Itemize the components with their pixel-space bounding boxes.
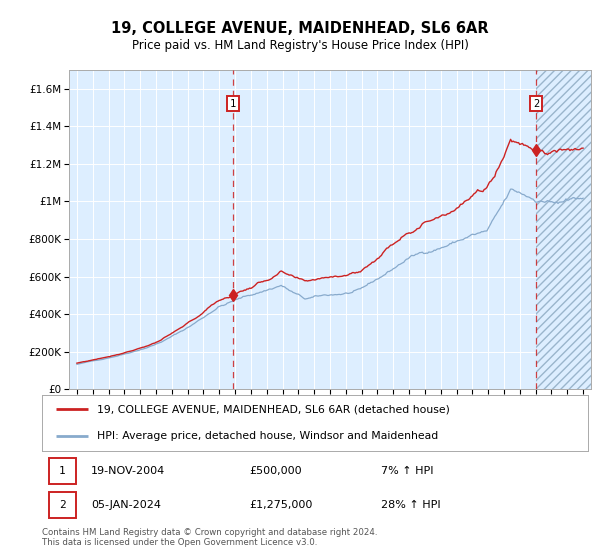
FancyBboxPatch shape: [49, 459, 76, 484]
Text: £1,275,000: £1,275,000: [250, 500, 313, 510]
Text: £500,000: £500,000: [250, 466, 302, 476]
Text: 1: 1: [230, 99, 236, 109]
Text: 28% ↑ HPI: 28% ↑ HPI: [380, 500, 440, 510]
Text: 19, COLLEGE AVENUE, MAIDENHEAD, SL6 6AR: 19, COLLEGE AVENUE, MAIDENHEAD, SL6 6AR: [111, 21, 489, 36]
FancyBboxPatch shape: [49, 492, 76, 517]
Text: 19-NOV-2004: 19-NOV-2004: [91, 466, 166, 476]
Bar: [536, 51, 591, 389]
Text: 2: 2: [59, 500, 65, 510]
Text: 05-JAN-2024: 05-JAN-2024: [91, 500, 161, 510]
Text: Contains HM Land Registry data © Crown copyright and database right 2024.
This d: Contains HM Land Registry data © Crown c…: [42, 528, 377, 547]
Text: 1: 1: [59, 466, 65, 476]
Text: 7% ↑ HPI: 7% ↑ HPI: [380, 466, 433, 476]
Text: 2: 2: [533, 99, 539, 109]
Text: Price paid vs. HM Land Registry's House Price Index (HPI): Price paid vs. HM Land Registry's House …: [131, 39, 469, 52]
Text: 19, COLLEGE AVENUE, MAIDENHEAD, SL6 6AR (detached house): 19, COLLEGE AVENUE, MAIDENHEAD, SL6 6AR …: [97, 404, 449, 414]
Bar: [536, 51, 591, 389]
Text: HPI: Average price, detached house, Windsor and Maidenhead: HPI: Average price, detached house, Wind…: [97, 431, 438, 441]
